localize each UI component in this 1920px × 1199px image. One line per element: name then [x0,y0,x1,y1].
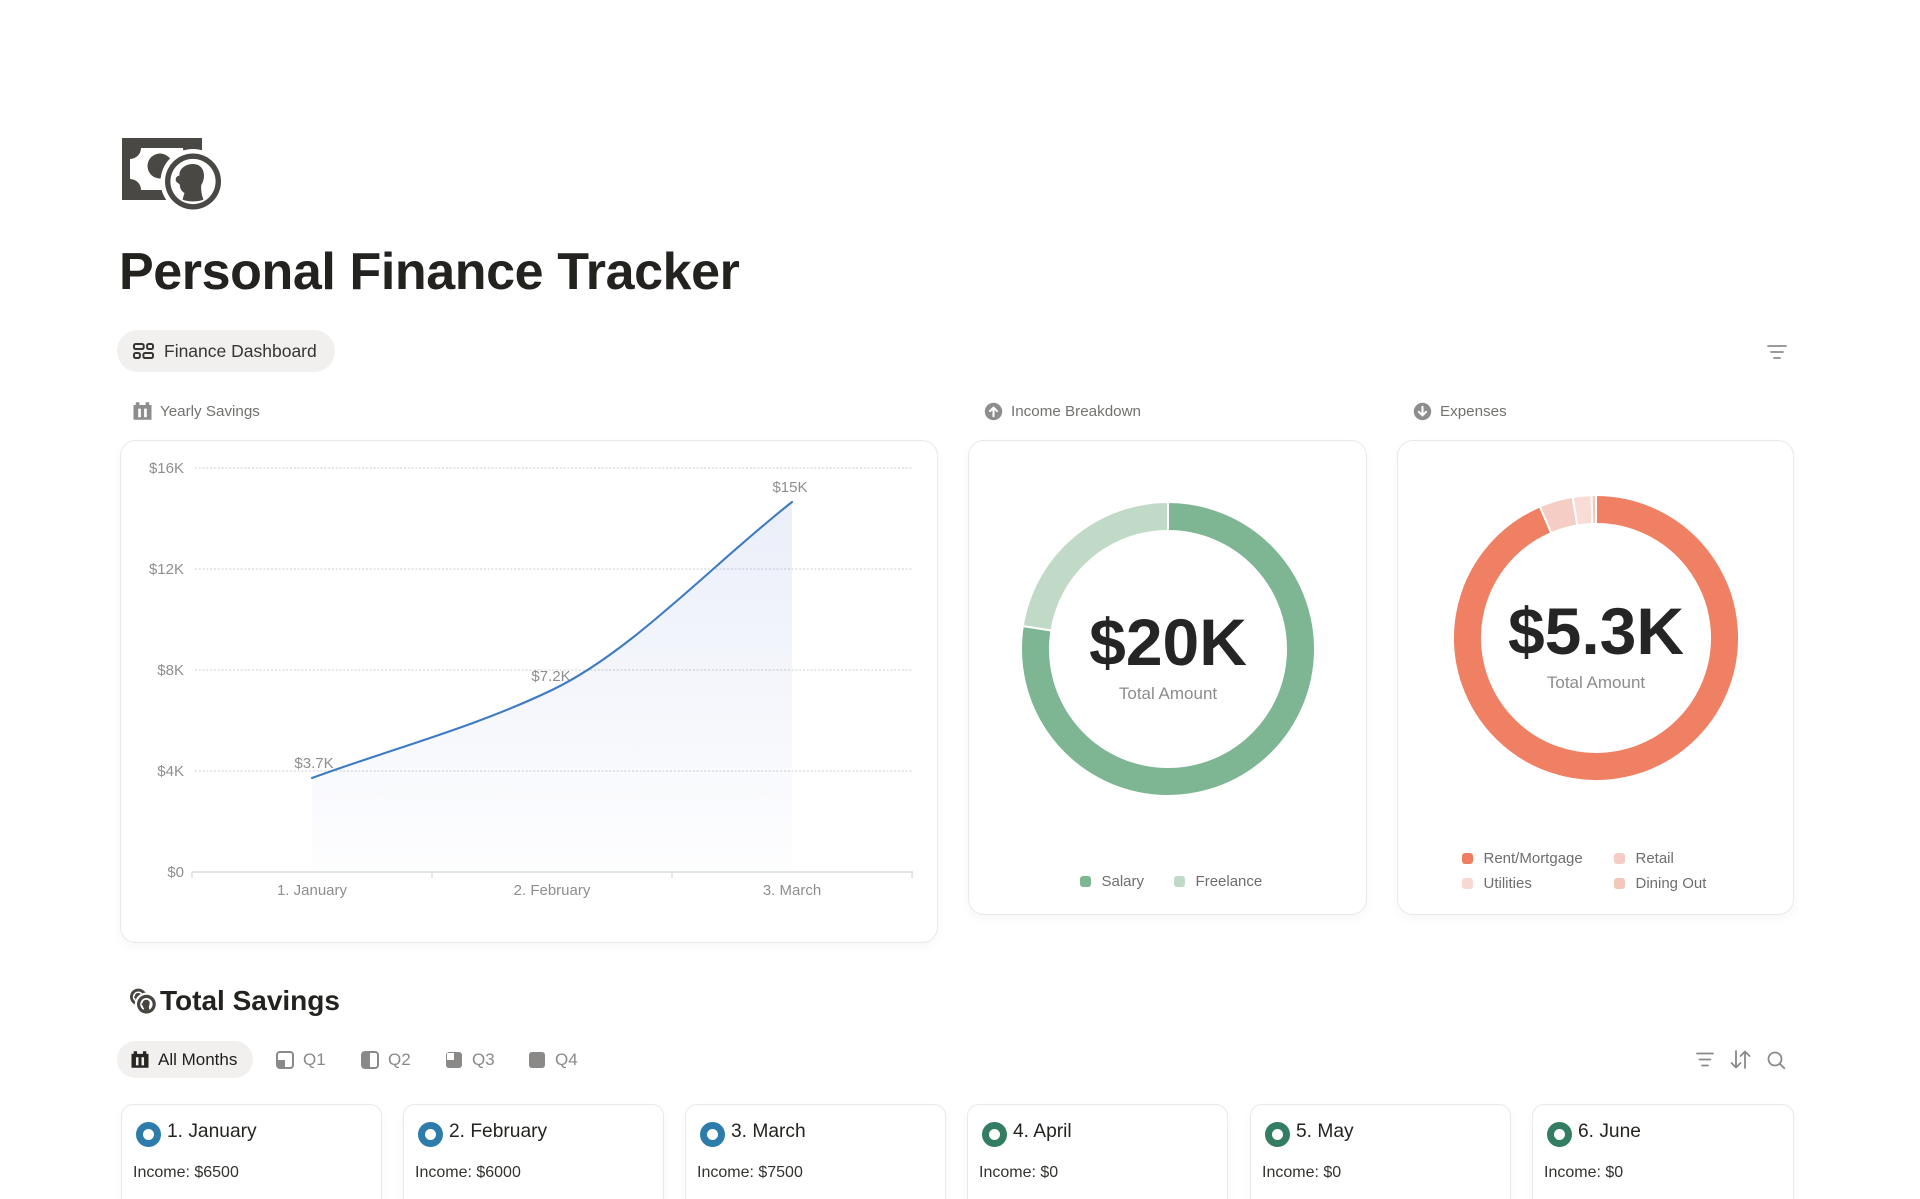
svg-text:$12K: $12K [149,561,184,578]
svg-text:1. January: 1. January [277,882,348,899]
svg-text:$20K: $20K [1089,605,1247,679]
svg-text:Total Amount: Total Amount [1119,684,1218,703]
svg-text:$8K: $8K [157,662,184,679]
svg-text:Total Amount: Total Amount [1547,673,1646,692]
svg-text:$15K: $15K [772,479,807,496]
svg-text:$0: $0 [167,864,184,881]
svg-text:3. March: 3. March [763,882,821,899]
svg-text:$3.7K: $3.7K [294,755,333,772]
svg-text:2. February: 2. February [514,882,591,899]
svg-text:$4K: $4K [157,763,184,780]
svg-text:$16K: $16K [149,460,184,477]
svg-text:$5.3K: $5.3K [1508,594,1684,668]
svg-text:$7.2K: $7.2K [531,668,570,685]
